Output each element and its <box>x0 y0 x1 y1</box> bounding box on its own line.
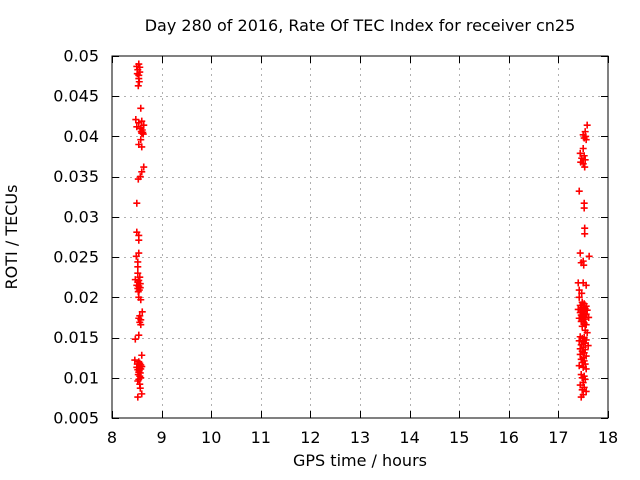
data-point <box>135 236 143 244</box>
x-tick-label: 8 <box>107 428 117 447</box>
x-tick-label: 10 <box>201 428 221 447</box>
data-point <box>579 145 587 153</box>
data-point <box>131 356 139 364</box>
data-point <box>131 335 139 343</box>
y-tick-label: 0.05 <box>63 47 99 66</box>
x-tick-label: 12 <box>300 428 320 447</box>
data-point <box>132 252 140 260</box>
data-point <box>582 365 590 373</box>
data-point <box>585 252 593 260</box>
data-point <box>581 163 589 171</box>
data-point <box>581 230 589 238</box>
data-point <box>134 82 142 90</box>
y-axis-label: ROTI / TECUs <box>2 185 21 290</box>
y-tick-label: 0.025 <box>53 248 99 267</box>
data-point <box>583 329 591 337</box>
data-point <box>134 175 142 183</box>
y-tick-label: 0.045 <box>53 87 99 106</box>
y-tick-label: 0.03 <box>63 207 99 226</box>
y-tick-label: 0.035 <box>53 167 99 186</box>
data-point <box>578 322 586 330</box>
x-tick-label: 18 <box>598 428 618 447</box>
data-point <box>582 321 590 329</box>
x-tick-label: 14 <box>399 428 419 447</box>
data-point <box>136 384 144 392</box>
x-tick-label: 17 <box>548 428 568 447</box>
data-point <box>584 342 592 350</box>
y-tick-label: 0.04 <box>63 127 99 146</box>
x-axis-label: GPS time / hours <box>293 451 427 470</box>
data-point <box>135 331 143 339</box>
data-point <box>578 289 586 297</box>
data-point <box>575 293 583 301</box>
data-point <box>140 163 148 171</box>
x-tick-label: 9 <box>157 428 167 447</box>
data-point <box>138 129 146 137</box>
data-points <box>131 60 593 401</box>
data-point <box>580 204 588 212</box>
gridlines <box>112 56 608 418</box>
y-tick-label: 0.015 <box>53 328 99 347</box>
data-point <box>137 104 145 112</box>
data-point <box>136 273 144 281</box>
data-point <box>576 249 584 257</box>
data-point <box>134 393 142 401</box>
data-point <box>138 308 146 316</box>
plot-frame <box>111 55 609 419</box>
data-point <box>138 390 146 398</box>
data-point <box>582 136 590 144</box>
data-point <box>135 78 143 86</box>
data-point <box>575 337 583 345</box>
chart-title: Day 280 of 2016, Rate Of TEC Index for r… <box>145 16 576 35</box>
data-point <box>583 121 591 129</box>
data-point <box>578 386 586 394</box>
data-point <box>133 199 141 207</box>
data-point <box>580 261 588 269</box>
x-tick-label: 16 <box>499 428 519 447</box>
y-tick-label: 0.005 <box>53 409 99 428</box>
data-point <box>581 156 589 164</box>
data-point <box>139 130 147 138</box>
data-point <box>138 143 146 151</box>
x-tick-label: 11 <box>251 428 271 447</box>
tick-labels: 8 9 10 11 12 13 14 15 16 17 18 0.005 0.01 0.015 0.02 0.… <box>53 47 618 448</box>
data-point <box>137 136 145 144</box>
data-point <box>133 123 141 131</box>
y-tick-label: 0.02 <box>63 288 99 307</box>
y-tick-label: 0.01 <box>63 368 99 387</box>
data-point <box>137 321 145 329</box>
data-point <box>576 149 584 157</box>
data-point <box>135 119 143 127</box>
x-tick-label: 13 <box>350 428 370 447</box>
data-point <box>134 269 142 277</box>
data-point <box>579 160 587 168</box>
data-point <box>576 381 584 389</box>
data-point <box>138 168 146 176</box>
data-point <box>575 362 583 370</box>
data-point <box>134 263 142 271</box>
data-point <box>577 393 585 401</box>
data-point <box>575 187 583 195</box>
data-point <box>138 351 146 359</box>
x-tick-label: 15 <box>449 428 469 447</box>
data-point <box>582 281 590 289</box>
data-point <box>137 296 145 304</box>
